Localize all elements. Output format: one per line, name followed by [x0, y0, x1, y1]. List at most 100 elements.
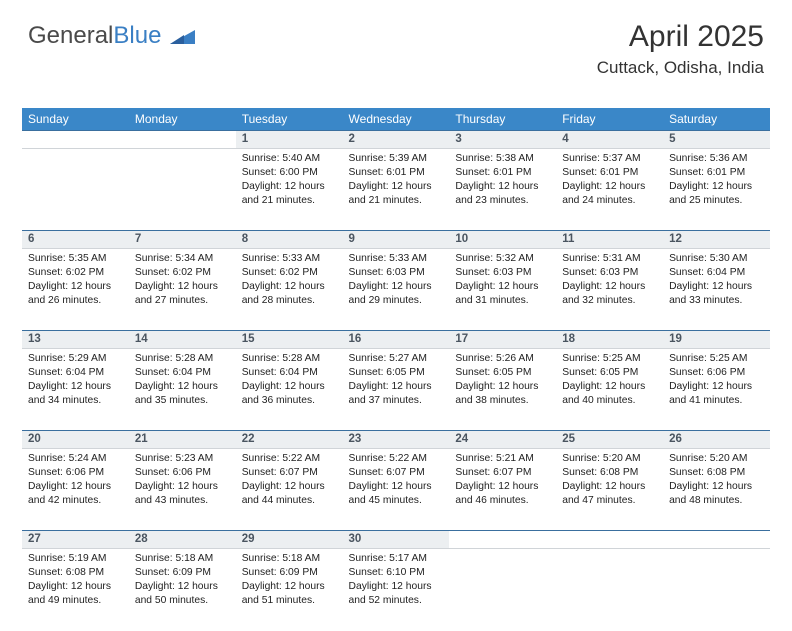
- day-details: Sunrise: 5:28 AMSunset: 6:04 PMDaylight:…: [236, 349, 343, 411]
- day-cell: Sunrise: 5:36 AMSunset: 6:01 PMDaylight:…: [663, 149, 770, 231]
- day-number: 10: [449, 231, 556, 249]
- day-details: Sunrise: 5:35 AMSunset: 6:02 PMDaylight:…: [22, 249, 129, 311]
- day-cell: Sunrise: 5:33 AMSunset: 6:03 PMDaylight:…: [343, 249, 450, 331]
- logo-text-2: Blue: [113, 22, 161, 49]
- day-number-row: 6789101112: [22, 231, 770, 249]
- day-number: 19: [663, 331, 770, 349]
- day-number: 15: [236, 331, 343, 349]
- day-number: 9: [343, 231, 450, 249]
- day-number: 5: [663, 131, 770, 149]
- day-number: 4: [556, 131, 663, 149]
- day-number: 17: [449, 331, 556, 349]
- weekday-header: Sunday: [22, 108, 129, 131]
- location-text: Cuttack, Odisha, India: [597, 58, 764, 78]
- day-number: 7: [129, 231, 236, 249]
- day-cell: Sunrise: 5:34 AMSunset: 6:02 PMDaylight:…: [129, 249, 236, 331]
- day-number: 16: [343, 331, 450, 349]
- weekday-header: Saturday: [663, 108, 770, 131]
- day-number: 27: [22, 531, 129, 549]
- day-details: Sunrise: 5:22 AMSunset: 6:07 PMDaylight:…: [343, 449, 450, 511]
- day-details: Sunrise: 5:29 AMSunset: 6:04 PMDaylight:…: [22, 349, 129, 411]
- day-cell: Sunrise: 5:37 AMSunset: 6:01 PMDaylight:…: [556, 149, 663, 231]
- day-number: [449, 531, 556, 549]
- day-cell: Sunrise: 5:40 AMSunset: 6:00 PMDaylight:…: [236, 149, 343, 231]
- day-cell: Sunrise: 5:20 AMSunset: 6:08 PMDaylight:…: [663, 449, 770, 531]
- day-details: Sunrise: 5:30 AMSunset: 6:04 PMDaylight:…: [663, 249, 770, 311]
- day-cell: Sunrise: 5:31 AMSunset: 6:03 PMDaylight:…: [556, 249, 663, 331]
- day-cell: Sunrise: 5:39 AMSunset: 6:01 PMDaylight:…: [343, 149, 450, 231]
- day-cell: Sunrise: 5:38 AMSunset: 6:01 PMDaylight:…: [449, 149, 556, 231]
- day-number: 30: [343, 531, 450, 549]
- day-cell: Sunrise: 5:35 AMSunset: 6:02 PMDaylight:…: [22, 249, 129, 331]
- day-details: Sunrise: 5:25 AMSunset: 6:06 PMDaylight:…: [663, 349, 770, 411]
- day-details: Sunrise: 5:36 AMSunset: 6:01 PMDaylight:…: [663, 149, 770, 211]
- day-cell: Sunrise: 5:21 AMSunset: 6:07 PMDaylight:…: [449, 449, 556, 531]
- day-content-row: Sunrise: 5:29 AMSunset: 6:04 PMDaylight:…: [22, 349, 770, 431]
- day-cell: Sunrise: 5:22 AMSunset: 6:07 PMDaylight:…: [236, 449, 343, 531]
- day-cell: Sunrise: 5:18 AMSunset: 6:09 PMDaylight:…: [236, 549, 343, 631]
- day-details: Sunrise: 5:33 AMSunset: 6:03 PMDaylight:…: [343, 249, 450, 311]
- day-cell: Sunrise: 5:30 AMSunset: 6:04 PMDaylight:…: [663, 249, 770, 331]
- day-number-row: 13141516171819: [22, 331, 770, 349]
- day-cell: [22, 149, 129, 231]
- day-cell: Sunrise: 5:18 AMSunset: 6:09 PMDaylight:…: [129, 549, 236, 631]
- day-number: 6: [22, 231, 129, 249]
- day-number: 2: [343, 131, 450, 149]
- weekday-header: Monday: [129, 108, 236, 131]
- logo-text-1: General: [28, 22, 113, 49]
- day-details: Sunrise: 5:25 AMSunset: 6:05 PMDaylight:…: [556, 349, 663, 411]
- day-number-row: 12345: [22, 131, 770, 149]
- day-cell: Sunrise: 5:24 AMSunset: 6:06 PMDaylight:…: [22, 449, 129, 531]
- day-cell: Sunrise: 5:20 AMSunset: 6:08 PMDaylight:…: [556, 449, 663, 531]
- weekday-header: Tuesday: [236, 108, 343, 131]
- weekday-header: Wednesday: [343, 108, 450, 131]
- day-cell: Sunrise: 5:23 AMSunset: 6:06 PMDaylight:…: [129, 449, 236, 531]
- day-cell: Sunrise: 5:26 AMSunset: 6:05 PMDaylight:…: [449, 349, 556, 431]
- day-number: 8: [236, 231, 343, 249]
- weekday-header: Friday: [556, 108, 663, 131]
- day-number: 24: [449, 431, 556, 449]
- day-cell: [129, 149, 236, 231]
- day-cell: [663, 549, 770, 631]
- day-cell: Sunrise: 5:29 AMSunset: 6:04 PMDaylight:…: [22, 349, 129, 431]
- day-details: Sunrise: 5:39 AMSunset: 6:01 PMDaylight:…: [343, 149, 450, 211]
- day-content-row: Sunrise: 5:24 AMSunset: 6:06 PMDaylight:…: [22, 449, 770, 531]
- calendar-table: SundayMondayTuesdayWednesdayThursdayFrid…: [22, 108, 770, 631]
- day-details: Sunrise: 5:22 AMSunset: 6:07 PMDaylight:…: [236, 449, 343, 511]
- day-cell: [556, 549, 663, 631]
- day-cell: [449, 549, 556, 631]
- day-cell: Sunrise: 5:17 AMSunset: 6:10 PMDaylight:…: [343, 549, 450, 631]
- day-details: Sunrise: 5:20 AMSunset: 6:08 PMDaylight:…: [556, 449, 663, 511]
- day-cell: Sunrise: 5:25 AMSunset: 6:06 PMDaylight:…: [663, 349, 770, 431]
- day-number: 28: [129, 531, 236, 549]
- page-header: April 2025 Cuttack, Odisha, India: [597, 20, 764, 78]
- day-cell: Sunrise: 5:32 AMSunset: 6:03 PMDaylight:…: [449, 249, 556, 331]
- day-number: 13: [22, 331, 129, 349]
- day-number: 20: [22, 431, 129, 449]
- logo-icon: [170, 27, 196, 45]
- day-details: Sunrise: 5:28 AMSunset: 6:04 PMDaylight:…: [129, 349, 236, 411]
- day-details: Sunrise: 5:32 AMSunset: 6:03 PMDaylight:…: [449, 249, 556, 311]
- day-number: 11: [556, 231, 663, 249]
- day-details: Sunrise: 5:38 AMSunset: 6:01 PMDaylight:…: [449, 149, 556, 211]
- day-content-row: Sunrise: 5:35 AMSunset: 6:02 PMDaylight:…: [22, 249, 770, 331]
- day-details: Sunrise: 5:40 AMSunset: 6:00 PMDaylight:…: [236, 149, 343, 211]
- day-cell: Sunrise: 5:22 AMSunset: 6:07 PMDaylight:…: [343, 449, 450, 531]
- day-number: 29: [236, 531, 343, 549]
- day-number: 23: [343, 431, 450, 449]
- day-details: Sunrise: 5:21 AMSunset: 6:07 PMDaylight:…: [449, 449, 556, 511]
- day-details: Sunrise: 5:31 AMSunset: 6:03 PMDaylight:…: [556, 249, 663, 311]
- day-details: Sunrise: 5:19 AMSunset: 6:08 PMDaylight:…: [22, 549, 129, 611]
- day-number: [663, 531, 770, 549]
- day-cell: Sunrise: 5:25 AMSunset: 6:05 PMDaylight:…: [556, 349, 663, 431]
- weekday-header-row: SundayMondayTuesdayWednesdayThursdayFrid…: [22, 108, 770, 131]
- day-number: [556, 531, 663, 549]
- day-details: Sunrise: 5:18 AMSunset: 6:09 PMDaylight:…: [236, 549, 343, 611]
- day-details: Sunrise: 5:27 AMSunset: 6:05 PMDaylight:…: [343, 349, 450, 411]
- day-number: 22: [236, 431, 343, 449]
- day-details: Sunrise: 5:33 AMSunset: 6:02 PMDaylight:…: [236, 249, 343, 311]
- day-content-row: Sunrise: 5:40 AMSunset: 6:00 PMDaylight:…: [22, 149, 770, 231]
- day-details: Sunrise: 5:34 AMSunset: 6:02 PMDaylight:…: [129, 249, 236, 311]
- day-details: Sunrise: 5:37 AMSunset: 6:01 PMDaylight:…: [556, 149, 663, 211]
- day-number: 21: [129, 431, 236, 449]
